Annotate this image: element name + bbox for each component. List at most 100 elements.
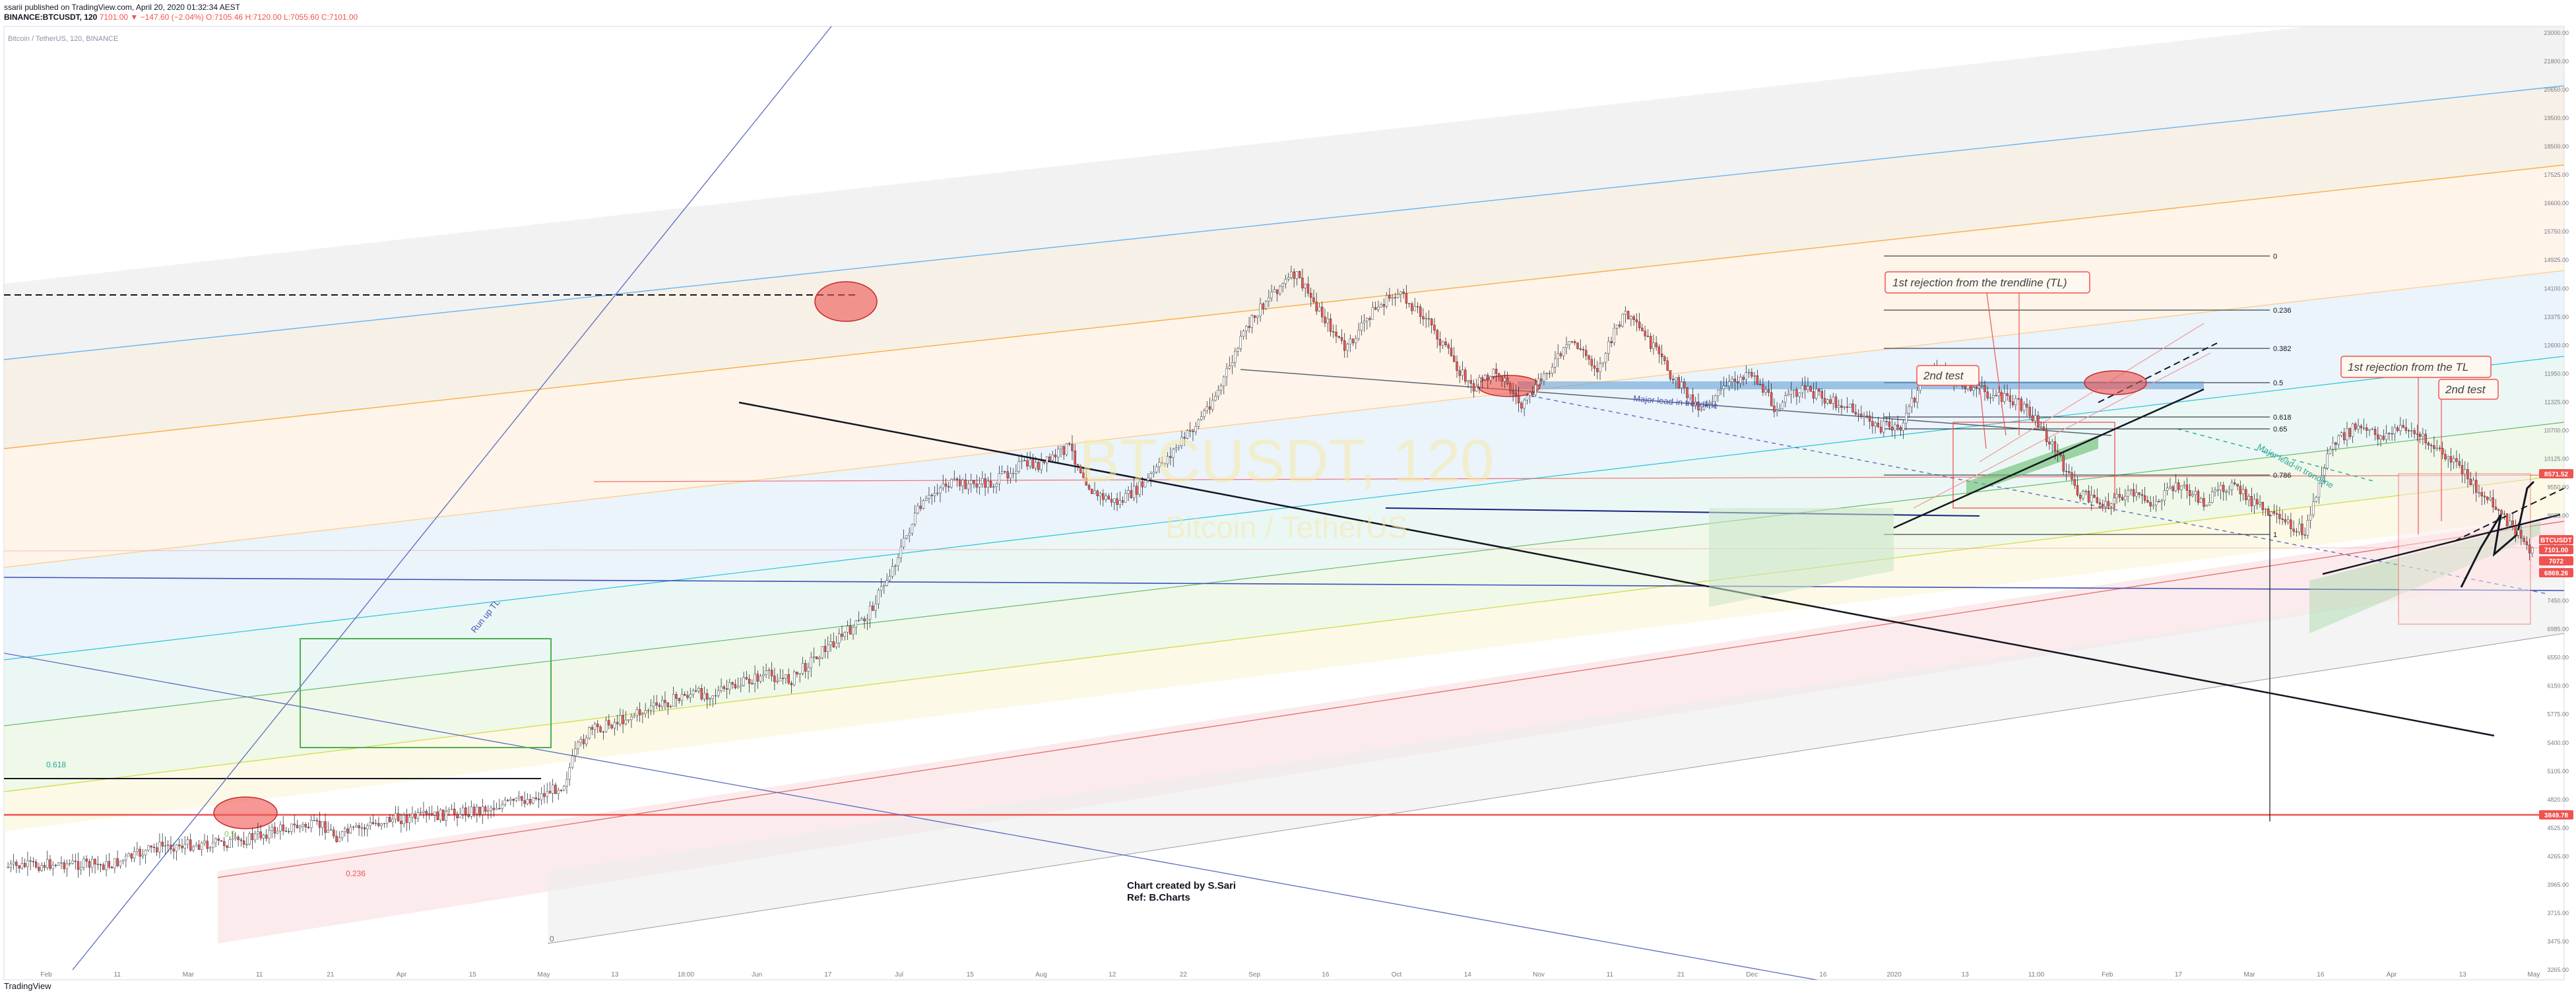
candle-body	[1641, 327, 1644, 331]
candle-body	[192, 846, 195, 851]
candle-body	[2028, 406, 2031, 416]
candle-body	[57, 862, 60, 866]
candle-body	[467, 814, 470, 817]
candle-body	[2020, 399, 2023, 411]
candle-body	[922, 500, 925, 509]
candle-body	[939, 488, 942, 494]
candle-body	[2011, 401, 2014, 405]
candle-body	[279, 824, 282, 831]
candle-body	[2292, 529, 2295, 532]
rejection-marker	[1477, 375, 1541, 397]
candle-body	[1487, 375, 1489, 381]
candle-body	[630, 717, 633, 721]
candle-body	[1539, 378, 1543, 381]
candle-body	[1655, 342, 1658, 348]
candle-body	[574, 748, 577, 756]
candle-body	[2031, 415, 2034, 422]
candle-body	[622, 715, 624, 724]
candle-body	[2323, 468, 2326, 476]
candle-body	[1691, 395, 1694, 406]
candle-body	[2321, 475, 2323, 484]
candle-body	[1807, 386, 1809, 390]
candle-body	[2189, 490, 2191, 496]
candle-body	[2315, 497, 2317, 502]
candle-body	[1223, 376, 1225, 387]
svg-text:BTCUSDT: BTCUSDT	[2540, 537, 2572, 544]
tradingview-logo[interactable]: TradingView	[4, 981, 51, 991]
candle-body	[74, 860, 77, 862]
time-axis[interactable]: Feb 11 Mar 11 21 Apr 15 May 13 18:00 Jun 17 Jul 15 Aug…	[40, 971, 2540, 978]
candle-body	[1015, 470, 1017, 474]
candle-body	[1172, 449, 1175, 458]
candle-body	[796, 672, 798, 674]
candle-body	[1675, 377, 1677, 381]
candle-body	[2500, 510, 2503, 515]
time-tick-label: 16	[1322, 971, 1330, 978]
candle-body	[804, 663, 807, 672]
candle-body	[1206, 406, 1208, 411]
price-tick-label: 6985.00	[2547, 626, 2569, 633]
candle-body	[1739, 377, 1742, 383]
candle-body	[310, 819, 313, 829]
candle-body	[374, 823, 377, 824]
candle-body	[2455, 458, 2458, 462]
candle-body	[2326, 453, 2329, 468]
candle-body	[1649, 336, 1652, 349]
candle-body	[585, 738, 588, 744]
candle-body	[1402, 292, 1405, 294]
candle-body	[2172, 486, 2174, 492]
candle-body	[197, 845, 201, 850]
time-tick-label: Feb	[40, 971, 52, 978]
candle-body	[195, 845, 197, 847]
candle-body	[1986, 391, 1989, 399]
candle-body	[1105, 496, 1107, 500]
candle-body	[1992, 395, 1995, 398]
candle-body	[2453, 458, 2455, 463]
fib-level-label: 0.65	[2273, 426, 2287, 433]
candle-body	[119, 860, 122, 866]
candle-body	[610, 724, 613, 728]
candle-body	[874, 604, 877, 611]
candle-body	[130, 853, 133, 859]
candlestick-series	[7, 265, 2534, 878]
candle-body	[880, 586, 883, 591]
candle-body	[700, 688, 703, 699]
candle-body	[2180, 486, 2183, 490]
candle-body	[2497, 509, 2500, 511]
candle-body	[1652, 342, 1655, 349]
candle-body	[1326, 318, 1329, 323]
candle-body	[526, 799, 529, 804]
candle-body	[537, 798, 540, 800]
candle-body	[1964, 386, 1966, 389]
candle-body	[624, 719, 628, 724]
candle-body	[697, 688, 700, 691]
candle-body	[1371, 307, 1374, 320]
candle-body	[1217, 390, 1219, 397]
candle-body	[911, 524, 914, 534]
candle-body	[523, 800, 526, 804]
candle-body	[964, 480, 967, 490]
candle-body	[1051, 455, 1054, 461]
candle-body	[214, 839, 217, 843]
candle-body	[883, 585, 886, 587]
candle-body	[866, 619, 869, 622]
candle-body	[1751, 372, 1753, 377]
candle-body	[973, 480, 975, 484]
candle-body	[776, 680, 779, 682]
candle-body	[2109, 503, 2113, 507]
candle-body	[2396, 427, 2399, 432]
candle-body	[1596, 368, 1599, 372]
candle-body	[2275, 513, 2278, 515]
candle-body	[692, 690, 695, 695]
candle-body	[2413, 430, 2416, 434]
time-tick-label: 21	[1677, 971, 1685, 978]
candle-body	[1706, 405, 1708, 406]
candle-body	[1543, 373, 1545, 381]
candle-body	[1770, 392, 1773, 406]
candle-body	[2402, 425, 2404, 428]
candle-body	[422, 811, 425, 813]
candle-body	[1708, 402, 1711, 406]
candle-body	[1512, 391, 1514, 394]
candle-body	[944, 483, 948, 487]
